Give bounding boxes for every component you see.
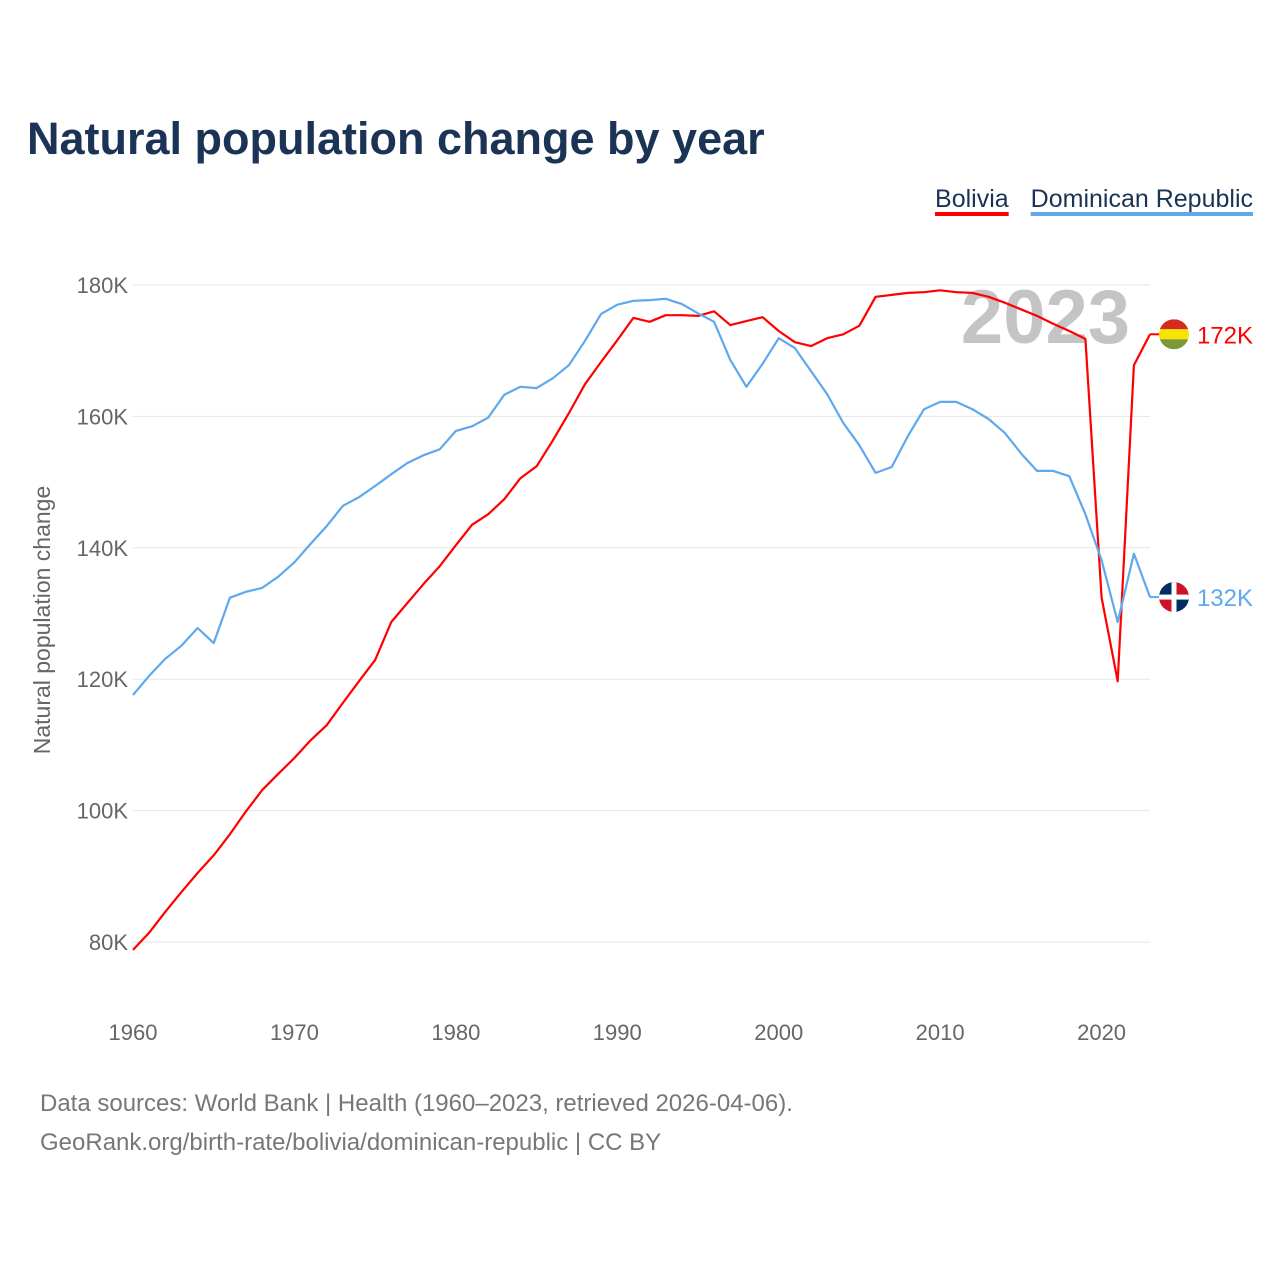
chart-title: Natural population change by year (27, 113, 765, 164)
x-tick-label: 1990 (593, 1020, 642, 1045)
x-tick-label: 2000 (754, 1020, 803, 1045)
legend-swatch (935, 212, 1009, 216)
x-tick-label: 2020 (1077, 1020, 1126, 1045)
end-value-label: 132K (1197, 585, 1253, 612)
legend-swatch (1030, 212, 1253, 216)
year-watermark: 2023 (961, 275, 1130, 360)
footer-source: Data sources: World Bank | Health (1960–… (40, 1090, 793, 1117)
y-tick-label: 80K (89, 930, 128, 955)
y-axis-label: Natural population change (29, 486, 55, 755)
legend-item-bolivia[interactable]: Bolivia (935, 185, 1009, 213)
y-tick-label: 160K (77, 404, 129, 429)
footer-credit: GeoRank.org/birth-rate/bolivia/dominican… (40, 1129, 661, 1156)
x-tick-label: 1960 (109, 1020, 158, 1045)
bolivia-flag-icon (1159, 319, 1189, 350)
legend-item-dominican-republic[interactable]: Dominican Republic (1031, 185, 1253, 213)
legend: Dominican Republic Bolivia (935, 185, 1253, 216)
y-tick-label: 140K (77, 536, 129, 561)
y-tick-label: 120K (77, 667, 129, 692)
end-value-label: 172K (1197, 322, 1253, 349)
x-tick-label: 2010 (916, 1020, 965, 1045)
x-tick-label: 1980 (431, 1020, 480, 1045)
series-line-dominican-republic (132, 297, 1152, 696)
x-tick-label: 1970 (270, 1020, 319, 1045)
end-labels: 172K 132K (1150, 319, 1253, 613)
grid: 80K 100K 120K 140K 160K 180K 1960 1970 1980 1990 2… (77, 273, 1150, 1045)
y-tick-label: 100K (77, 799, 129, 824)
y-tick-label: 180K (77, 273, 129, 298)
dominican-republic-flag-icon (1159, 582, 1189, 613)
series-line-bolivia (132, 289, 1151, 951)
series-group (132, 289, 1152, 951)
